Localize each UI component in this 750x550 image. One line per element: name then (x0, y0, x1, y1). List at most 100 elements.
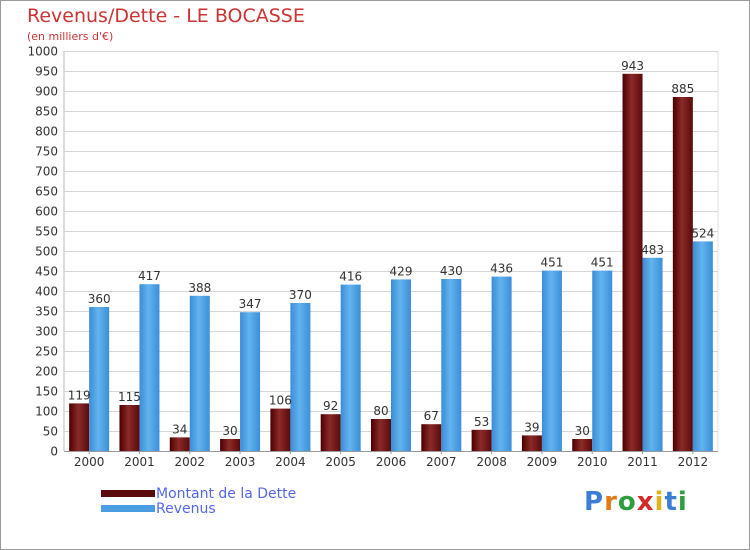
data-label-revenus: 524 (691, 226, 714, 240)
chart-subtitle: (en milliers d'€) (27, 30, 114, 43)
x-tick-label: 2004 (275, 455, 306, 469)
x-tick-label: 2010 (577, 455, 608, 469)
data-label-revenus: 430 (440, 264, 463, 278)
bar-revenus (189, 295, 210, 451)
bar-dette (672, 97, 693, 451)
data-label-dette: 119 (68, 388, 91, 402)
data-label-dette: 106 (269, 394, 292, 408)
bar-dette (572, 439, 593, 451)
logo-letter: x (636, 487, 655, 517)
data-label-dette: 30 (575, 424, 590, 438)
legend-swatch-dette (101, 490, 155, 497)
data-label-dette: 34 (172, 422, 187, 436)
bar-dette (521, 435, 542, 451)
x-tick-label: 2002 (174, 455, 205, 469)
y-axis: 0 50 100 150 200 250 300 350 400 450 500 550 600 650 7… (27, 45, 58, 459)
data-label-revenus: 347 (239, 297, 262, 311)
bar-dette (320, 414, 341, 451)
legend-label-revenus: Revenus (156, 501, 216, 517)
chart-title: Revenus/Dette - LE BOCASSE (27, 5, 305, 27)
y-tick-label: 550 (35, 225, 58, 239)
y-tick-label: 150 (35, 385, 58, 399)
bar-revenus (592, 270, 613, 451)
data-label-dette: 39 (524, 420, 539, 434)
y-tick-label: 750 (35, 145, 58, 159)
bar-dette (471, 429, 492, 451)
x-tick-label: 2001 (124, 455, 155, 469)
y-tick-label: 0 (50, 445, 58, 459)
data-label-revenus: 451 (540, 256, 563, 270)
data-labels: 119 360 115 417 34 388 30 347 106 370 92 416 80 429 67… (68, 59, 715, 438)
bar-dette (220, 439, 241, 451)
y-tick-label: 350 (35, 305, 58, 319)
data-label-dette: 115 (118, 390, 141, 404)
logo-letter: o (617, 487, 637, 517)
data-label-dette: 943 (621, 59, 644, 73)
data-label-revenus: 429 (390, 264, 413, 278)
bar-revenus (491, 276, 512, 451)
bar-revenus (240, 312, 261, 451)
logo-letter: r (604, 487, 618, 517)
bar-dette (119, 405, 140, 451)
y-tick-label: 950 (35, 65, 58, 79)
legend-label-dette: Montant de la Dette (156, 486, 297, 502)
data-label-revenus: 483 (641, 243, 664, 257)
bar-dette (622, 73, 643, 452)
bar-dette (169, 437, 190, 451)
data-label-revenus: 451 (591, 256, 614, 270)
y-tick-label: 900 (35, 85, 58, 99)
bar-dette (421, 424, 442, 451)
x-tick-label: 2007 (426, 455, 457, 469)
x-tick-label: 2012 (678, 455, 709, 469)
x-tick-label: 2005 (325, 455, 356, 469)
y-tick-label: 400 (35, 285, 58, 299)
x-axis: 2000 2001 2002 2003 2004 2005 2006 2007 2008 2009… (64, 451, 718, 469)
logo-letter: i (677, 487, 688, 517)
y-tick-label: 200 (35, 365, 58, 379)
bar-revenus (89, 307, 110, 451)
bars (69, 73, 713, 452)
data-label-dette: 80 (373, 404, 388, 418)
data-label-revenus: 360 (88, 292, 111, 306)
data-label-revenus: 370 (289, 288, 312, 302)
bar-revenus (290, 303, 311, 451)
data-label-revenus: 388 (188, 281, 211, 295)
x-tick-label: 2009 (527, 455, 558, 469)
bar-dette (371, 419, 391, 451)
x-tick-label: 2008 (476, 455, 507, 469)
y-tick-label: 1000 (27, 45, 58, 59)
data-label-dette: 885 (671, 82, 694, 96)
data-label-revenus: 417 (138, 269, 161, 283)
data-label-revenus: 416 (339, 270, 362, 284)
y-tick-label: 100 (35, 405, 58, 419)
y-tick-label: 450 (35, 265, 58, 279)
x-tick-label: 2000 (74, 455, 105, 469)
data-label-dette: 53 (474, 415, 489, 429)
bar-dette (270, 408, 291, 451)
bar-revenus (541, 270, 562, 451)
legend-swatch-revenus (101, 505, 155, 512)
bar-revenus (340, 284, 361, 451)
y-tick-label: 800 (35, 125, 58, 139)
y-tick-label: 50 (43, 425, 58, 439)
y-tick-label: 600 (35, 205, 58, 219)
bar-revenus (441, 279, 462, 451)
bar-revenus (692, 241, 713, 451)
logo-letter: t (664, 487, 678, 517)
x-tick-label: 2011 (627, 455, 658, 469)
bar-dette (69, 403, 90, 451)
x-tick-label: 2006 (376, 455, 407, 469)
logo-letter: P (584, 487, 605, 517)
y-tick-label: 250 (35, 345, 58, 359)
logo-letter: i (654, 487, 665, 517)
proxiti-logo: Proxiti (584, 487, 688, 517)
x-tick-label: 2003 (225, 455, 256, 469)
data-label-dette: 92 (323, 399, 338, 413)
y-tick-label: 850 (35, 105, 58, 119)
bar-revenus (642, 257, 663, 451)
bar-revenus (391, 279, 411, 451)
bar-revenus (139, 284, 160, 451)
y-tick-label: 500 (35, 245, 58, 259)
